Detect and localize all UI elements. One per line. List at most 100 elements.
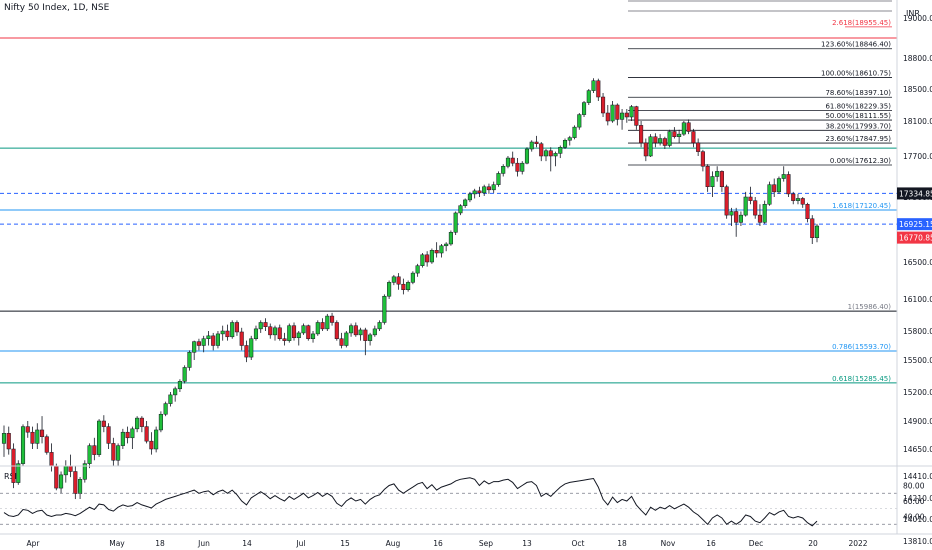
candle-body [448,232,453,245]
candle-body [553,153,558,157]
candle-body [715,171,720,177]
rsi-tick-label: 60.00 [903,497,925,506]
candle-body [624,112,629,118]
candle-body [391,276,396,283]
candle-body [505,157,511,167]
fib-label: 123.60%(18846.40) [821,41,891,49]
candle-body [805,204,810,219]
candle-body [529,141,534,150]
candle-body [738,214,743,223]
candle-body [106,426,111,444]
candle-body [586,90,591,103]
candle-body [662,138,667,146]
candle-body [315,322,320,335]
candle-body [187,352,192,368]
fib-label: 2.618(18955.45) [832,19,891,27]
x-tick-label: 16 [433,539,443,548]
candle-body [776,178,782,193]
candle-body [306,325,311,339]
x-tick-label: Sep [479,539,493,548]
candle-body [20,426,26,464]
fib-label: 0.786(15593.70) [832,343,891,351]
candle-body [667,131,672,146]
candle-body [63,465,68,476]
price-tag-label: 16925.15 [899,220,932,229]
x-tick-label: 20 [808,539,818,548]
fib-label: 1.618(17120.45) [832,202,891,210]
candle-body [710,176,715,187]
currency-label: INR [906,9,920,18]
candle-body [173,388,178,396]
candle-body [567,137,572,141]
candle-body [491,184,496,191]
fib-label: 23.60%(17847.95) [825,135,891,143]
rsi-line [3,477,818,527]
candle-body [510,157,515,164]
candle-body [696,142,701,152]
candle-body [363,329,368,341]
candle-body [192,341,197,353]
x-tick-label: Jun [197,539,210,548]
candle-body [472,190,477,195]
candle-body [6,433,11,450]
candle-body [111,443,116,461]
candle-body [282,338,287,341]
candle-body [149,440,154,450]
candle-body [458,205,463,214]
candle-body [681,122,686,135]
price-tag-bg [897,187,932,200]
x-tick-label: Dec [749,539,764,548]
candle-body [296,332,301,339]
candle-body [1,433,7,444]
candle-body [463,199,468,206]
candle-body [605,112,610,122]
candle-body [234,322,240,333]
candle-body [144,426,149,442]
x-tick-label: 18 [155,539,165,548]
candle-body [800,198,805,205]
candle-body [691,131,696,144]
candle-body [196,341,201,346]
candle-body [287,325,292,341]
candle-body [277,327,282,339]
y-tick-label: 18800.00 [903,54,932,63]
candle-body [130,428,135,439]
price-tag-bg [897,231,932,244]
candle-body [358,329,363,336]
x-tick-label: 2022 [848,539,867,548]
candle-body [244,345,249,358]
candle-body [377,322,382,330]
candle-body [620,112,625,120]
candle-body [425,254,430,263]
candle-body [572,126,577,138]
x-tick-label: 16 [706,539,716,548]
x-tick-label: Nov [661,539,676,548]
candle-body [724,186,729,216]
fib-label: 50.00%(18111.55) [825,112,891,120]
candle-body [258,322,263,330]
y-tick-label: 15500.00 [903,356,932,365]
y-tick-label: 19000.00 [903,14,932,23]
y-tick-label: 16500.00 [903,258,932,267]
candle-body [577,114,582,128]
candle-body [78,479,83,494]
candle-body [639,125,644,144]
candle-body [372,328,377,336]
candle-body [215,333,220,346]
candle-body [320,322,325,330]
x-tick-label: 18 [617,539,627,548]
candle-body [253,328,259,339]
candle-body [734,211,739,223]
x-tick-label: May [109,539,125,548]
candle-body [401,283,406,291]
candle-body [101,420,106,427]
candle-body [524,148,530,164]
candle-body [781,174,786,179]
candle-body [543,150,549,157]
candle-body [68,465,73,472]
candle-body [719,171,724,187]
candle-body [672,131,677,137]
candle-body [120,431,125,446]
candle-body [168,394,173,404]
